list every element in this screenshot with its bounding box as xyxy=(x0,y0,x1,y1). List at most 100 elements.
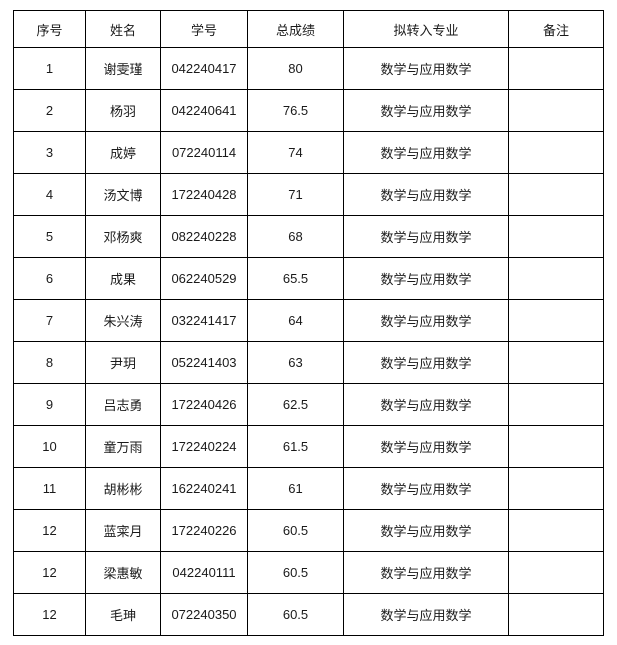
cell-index: 11 xyxy=(13,467,86,510)
cell-total-score: 64 xyxy=(247,299,344,342)
table-row: 8 尹玥 052241403 63 数学与应用数学 xyxy=(13,341,604,384)
cell-remark xyxy=(508,47,604,90)
cell-student-id: 172240224 xyxy=(160,425,248,468)
cell-total-score: 63 xyxy=(247,341,344,384)
cell-target-major: 数学与应用数学 xyxy=(343,341,509,384)
table-row: 6 成果 062240529 65.5 数学与应用数学 xyxy=(13,257,604,300)
cell-remark xyxy=(508,383,604,426)
cell-total-score: 60.5 xyxy=(247,509,344,552)
table-row: 12 毛珅 072240350 60.5 数学与应用数学 xyxy=(13,593,604,636)
cell-index: 8 xyxy=(13,341,86,384)
cell-index: 12 xyxy=(13,593,86,636)
table-body: 1 谢雯瑾 042240417 80 数学与应用数学 2 杨羽 042240641 76.5 数学… xyxy=(13,47,604,636)
cell-total-score: 65.5 xyxy=(247,257,344,300)
cell-index: 7 xyxy=(13,299,86,342)
column-header-total-score: 总成绩 xyxy=(247,10,344,48)
cell-student-id: 042240417 xyxy=(160,47,248,90)
cell-target-major: 数学与应用数学 xyxy=(343,425,509,468)
cell-target-major: 数学与应用数学 xyxy=(343,467,509,510)
cell-name: 朱兴涛 xyxy=(85,299,161,342)
table-row: 4 汤文博 172240428 71 数学与应用数学 xyxy=(13,173,604,216)
cell-index: 12 xyxy=(13,509,86,552)
cell-student-id: 032241417 xyxy=(160,299,248,342)
cell-index: 6 xyxy=(13,257,86,300)
cell-target-major: 数学与应用数学 xyxy=(343,131,509,174)
cell-target-major: 数学与应用数学 xyxy=(343,509,509,552)
cell-total-score: 60.5 xyxy=(247,593,344,636)
cell-name: 成果 xyxy=(85,257,161,300)
cell-student-id: 042240641 xyxy=(160,89,248,132)
cell-index: 12 xyxy=(13,551,86,594)
cell-name: 胡彬彬 xyxy=(85,467,161,510)
cell-target-major: 数学与应用数学 xyxy=(343,299,509,342)
table-row: 7 朱兴涛 032241417 64 数学与应用数学 xyxy=(13,299,604,342)
cell-index: 9 xyxy=(13,383,86,426)
column-header-index: 序号 xyxy=(13,10,86,48)
cell-student-id: 172240226 xyxy=(160,509,248,552)
column-header-remark: 备注 xyxy=(508,10,604,48)
cell-index: 2 xyxy=(13,89,86,132)
header-row: 序号 姓名 学号 总成绩 拟转入专业 备注 xyxy=(13,10,604,48)
cell-total-score: 61.5 xyxy=(247,425,344,468)
table-row: 5 邓杨爽 082240228 68 数学与应用数学 xyxy=(13,215,604,258)
cell-remark xyxy=(508,215,604,258)
cell-name: 蓝寀月 xyxy=(85,509,161,552)
cell-name: 成婷 xyxy=(85,131,161,174)
table-row: 2 杨羽 042240641 76.5 数学与应用数学 xyxy=(13,89,604,132)
cell-student-id: 172240428 xyxy=(160,173,248,216)
cell-target-major: 数学与应用数学 xyxy=(343,551,509,594)
table-row: 1 谢雯瑾 042240417 80 数学与应用数学 xyxy=(13,47,604,90)
cell-target-major: 数学与应用数学 xyxy=(343,173,509,216)
cell-index: 4 xyxy=(13,173,86,216)
table-row: 10 童万雨 172240224 61.5 数学与应用数学 xyxy=(13,425,604,468)
column-header-target-major: 拟转入专业 xyxy=(343,10,509,48)
table-row: 12 蓝寀月 172240226 60.5 数学与应用数学 xyxy=(13,509,604,552)
cell-remark xyxy=(508,299,604,342)
cell-name: 汤文博 xyxy=(85,173,161,216)
cell-total-score: 68 xyxy=(247,215,344,258)
cell-target-major: 数学与应用数学 xyxy=(343,47,509,90)
column-header-name: 姓名 xyxy=(85,10,161,48)
cell-name: 毛珅 xyxy=(85,593,161,636)
table-row: 3 成婷 072240114 74 数学与应用数学 xyxy=(13,131,604,174)
table-row: 9 吕志勇 172240426 62.5 数学与应用数学 xyxy=(13,383,604,426)
cell-total-score: 80 xyxy=(247,47,344,90)
cell-index: 10 xyxy=(13,425,86,468)
cell-name: 谢雯瑾 xyxy=(85,47,161,90)
cell-total-score: 61 xyxy=(247,467,344,510)
cell-remark xyxy=(508,173,604,216)
cell-remark xyxy=(508,341,604,384)
cell-remark xyxy=(508,551,604,594)
cell-student-id: 042240111 xyxy=(160,551,248,594)
cell-student-id: 072240350 xyxy=(160,593,248,636)
cell-remark xyxy=(508,509,604,552)
cell-target-major: 数学与应用数学 xyxy=(343,593,509,636)
cell-total-score: 60.5 xyxy=(247,551,344,594)
cell-target-major: 数学与应用数学 xyxy=(343,383,509,426)
transfer-results-container: 序号 姓名 学号 总成绩 拟转入专业 备注 1 谢雯瑾 042240417 80 数学与应用数学 2… xyxy=(13,10,604,636)
cell-name: 梁惠敏 xyxy=(85,551,161,594)
cell-target-major: 数学与应用数学 xyxy=(343,257,509,300)
cell-index: 5 xyxy=(13,215,86,258)
cell-target-major: 数学与应用数学 xyxy=(343,89,509,132)
cell-remark xyxy=(508,467,604,510)
cell-student-id: 172240426 xyxy=(160,383,248,426)
column-header-student-id: 学号 xyxy=(160,10,248,48)
cell-total-score: 71 xyxy=(247,173,344,216)
cell-name: 邓杨爽 xyxy=(85,215,161,258)
cell-name: 童万雨 xyxy=(85,425,161,468)
table-row: 12 梁惠敏 042240111 60.5 数学与应用数学 xyxy=(13,551,604,594)
cell-remark xyxy=(508,131,604,174)
cell-remark xyxy=(508,89,604,132)
cell-name: 尹玥 xyxy=(85,341,161,384)
cell-student-id: 052241403 xyxy=(160,341,248,384)
cell-total-score: 62.5 xyxy=(247,383,344,426)
table-row: 11 胡彬彬 162240241 61 数学与应用数学 xyxy=(13,467,604,510)
cell-student-id: 072240114 xyxy=(160,131,248,174)
cell-total-score: 74 xyxy=(247,131,344,174)
cell-name: 杨羽 xyxy=(85,89,161,132)
cell-student-id: 062240529 xyxy=(160,257,248,300)
cell-total-score: 76.5 xyxy=(247,89,344,132)
cell-student-id: 162240241 xyxy=(160,467,248,510)
cell-student-id: 082240228 xyxy=(160,215,248,258)
